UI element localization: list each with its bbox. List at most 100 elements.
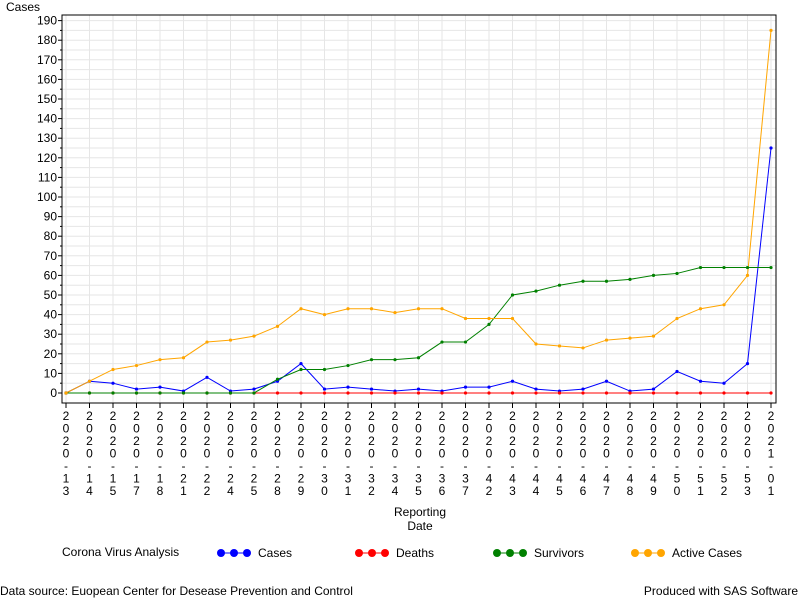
x-axis-label: Reporting Date [393, 505, 447, 533]
x-tick-label: 2 0 2 0 -4 8 [627, 409, 634, 498]
x-tick-label: 2 0 2 0 -4 4 [533, 409, 540, 498]
data-point-active-cases [416, 307, 421, 311]
data-point-deaths [557, 391, 562, 395]
data-point-survivors [275, 377, 280, 381]
y-tick-label: 130 [37, 131, 57, 145]
data-point-cases [604, 379, 609, 383]
data-point-survivors [722, 265, 726, 270]
data-point-active-cases [228, 338, 233, 342]
data-point-survivors [346, 363, 350, 368]
y-axis-label: Cases [6, 0, 41, 14]
data-point-survivors [181, 391, 186, 395]
x-tick-label: 2 0 2 0 -4 3 [509, 409, 516, 498]
legend-dot [644, 548, 652, 557]
data-point-survivors [205, 391, 209, 395]
legend-dot [493, 548, 501, 557]
legend-dot [519, 548, 527, 557]
legend-dot [217, 548, 225, 557]
data-point-cases [722, 381, 726, 385]
x-tick-label: 2 0 2 0 -4 2 [486, 409, 493, 498]
data-point-survivors [510, 293, 515, 297]
data-source-footnote: Data source: Euopean Center for Desease … [0, 584, 353, 598]
data-point-active-cases [534, 342, 538, 346]
legend-marker-active-cases [631, 548, 665, 557]
x-tick-label: 2 0 2 0 -5 1 [697, 409, 704, 498]
data-point-cases [111, 381, 115, 385]
data-point-active-cases [510, 316, 515, 321]
data-point-cases [581, 387, 585, 391]
y-tick-label: 60 [44, 268, 58, 282]
data-point-deaths [440, 391, 444, 395]
data-point-cases [322, 387, 327, 391]
data-point-deaths [769, 391, 773, 395]
data-point-active-cases [275, 324, 280, 328]
data-point-deaths [675, 391, 679, 395]
x-tick-label: 2 0 2 0 -5 0 [674, 409, 681, 498]
data-point-active-cases [322, 313, 327, 317]
data-point-active-cases [628, 336, 632, 340]
legend-item-survivors: Survivors [492, 545, 584, 560]
data-point-active-cases [393, 311, 397, 315]
data-point-survivors [322, 367, 327, 372]
x-tick-label: 2 0 2 0 -2 2 [204, 409, 211, 498]
legend-label-active-cases: Active Cases [672, 545, 743, 560]
y-tick-label: 10 [44, 366, 58, 380]
data-point-active-cases [440, 307, 444, 311]
y-tick-label: 110 [38, 170, 57, 184]
x-tick-label: 2 0 2 0 -4 7 [603, 409, 610, 498]
data-point-cases [346, 385, 350, 389]
y-tick-label: 150 [37, 92, 57, 106]
data-point-survivors [604, 279, 609, 283]
x-tick-label: 2 0 2 0 -1 5 [110, 409, 117, 498]
data-point-deaths [346, 391, 350, 395]
data-point-cases [252, 387, 256, 391]
x-tick-label: 2 0 2 0 -2 9 [298, 409, 305, 498]
data-point-survivors [675, 271, 679, 276]
data-point-deaths [745, 391, 750, 395]
x-tick-label: 2 0 2 0 -4 9 [650, 409, 657, 498]
data-point-active-cases [158, 358, 162, 362]
data-point-survivors [463, 340, 468, 344]
data-point-survivors [416, 356, 421, 360]
data-point-active-cases [111, 367, 115, 372]
data-point-deaths [463, 391, 468, 395]
data-point-deaths [604, 391, 609, 395]
data-point-active-cases [557, 344, 562, 348]
data-point-active-cases [675, 316, 679, 321]
y-tick-label: 120 [37, 151, 57, 165]
y-tick-label: 180 [37, 33, 57, 47]
y-tick-label: 70 [44, 249, 58, 263]
data-point-survivors [628, 277, 632, 281]
data-point-active-cases [205, 340, 209, 344]
data-point-active-cases [463, 316, 468, 321]
x-tick-label: 2 0 2 0 -4 6 [580, 409, 587, 498]
data-point-active-cases [134, 363, 139, 368]
data-point-cases [769, 146, 773, 150]
y-tick-label: 0 [50, 386, 57, 400]
data-point-deaths [275, 391, 280, 395]
data-point-survivors [87, 391, 92, 395]
legend-marker-survivors [493, 548, 527, 557]
data-point-active-cases [487, 316, 491, 321]
x-tick-label: 2 0 2 0 -3 2 [368, 409, 375, 498]
produced-with-footnote: Produced with SAS Software [643, 584, 798, 598]
y-tick-label: 40 [44, 308, 58, 322]
legend-item-deaths: Deaths [354, 545, 434, 560]
data-point-deaths [722, 391, 726, 395]
y-tick-label: 100 [37, 190, 57, 204]
legend-dot [230, 548, 238, 557]
x-tick-label: 2 0 2 0 -1 8 [157, 409, 164, 498]
data-point-active-cases [745, 273, 750, 277]
data-point-active-cases [651, 334, 656, 338]
y-tick-label: 170 [37, 53, 57, 67]
data-point-deaths [581, 391, 585, 395]
data-point-deaths [299, 391, 303, 395]
x-tick-label: 2 0 2 0 -1 4 [86, 409, 93, 498]
legend-dot [355, 548, 363, 557]
data-point-deaths [369, 391, 374, 395]
legend-dot [381, 548, 389, 557]
x-tick-label: 2 0 2 0 -1 3 [63, 409, 70, 498]
data-point-active-cases [698, 307, 703, 311]
data-point-deaths [651, 391, 656, 395]
